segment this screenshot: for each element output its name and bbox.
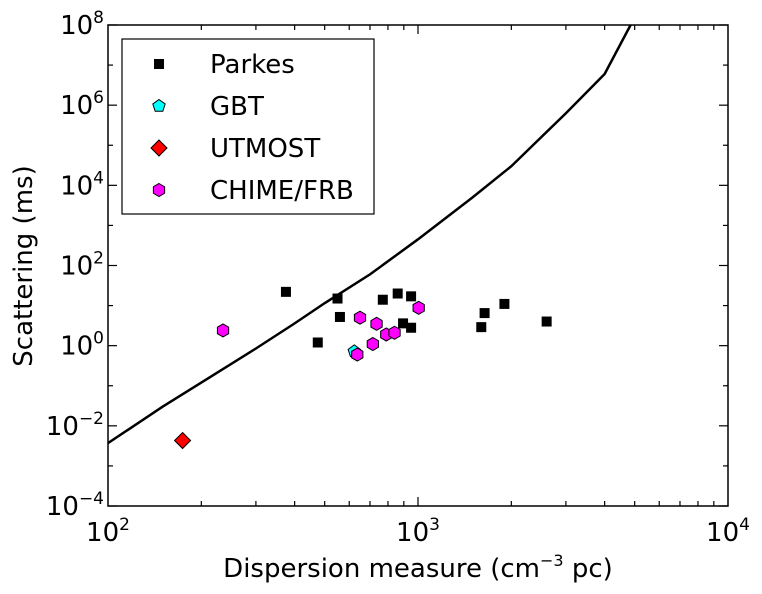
data-point-parkes xyxy=(499,298,510,309)
data-point-parkes xyxy=(392,288,403,299)
y-tick-base: 10 xyxy=(46,412,79,442)
y-tick-exponent: 6 xyxy=(93,88,104,108)
data-point-chime-frb xyxy=(370,316,383,331)
y-tick-exponent: −2 xyxy=(79,409,104,429)
data-point-parkes xyxy=(406,322,417,333)
y-tick-label: 100 xyxy=(60,329,104,362)
data-point-chime-frb xyxy=(216,323,230,338)
data-point-parkes xyxy=(541,316,552,327)
legend-markers xyxy=(150,59,168,198)
y-tick-label: 104 xyxy=(60,168,104,201)
data-point-parkes xyxy=(406,291,417,302)
data-point-chime-frb xyxy=(353,310,367,325)
y-tick-base: 10 xyxy=(60,91,93,121)
data-point-chime-frb xyxy=(366,336,379,352)
data-point-parkes xyxy=(479,308,490,319)
y-tick-label: 10−2 xyxy=(46,409,104,442)
y-tick-base: 10 xyxy=(60,252,93,282)
legend-marker-utmost xyxy=(150,139,168,157)
x-tick-base: 10 xyxy=(396,518,429,548)
data-point-parkes xyxy=(476,322,487,333)
y-tick-label: 10−4 xyxy=(46,489,104,522)
y-tick-base: 10 xyxy=(60,332,93,362)
y-tick-base: 10 xyxy=(46,492,79,522)
x-tick-label: 103 xyxy=(396,515,440,548)
y-tick-exponent: 8 xyxy=(93,8,104,28)
y-tick-base: 10 xyxy=(60,171,93,201)
y-tick-exponent: 4 xyxy=(93,168,104,188)
data-point-chime-frb xyxy=(351,347,364,362)
x-tick-exponent: 3 xyxy=(429,515,440,535)
data-point-chime-frb xyxy=(412,300,425,315)
y-tick-label: 106 xyxy=(60,88,104,121)
x-axis-label-exponent: −3 xyxy=(540,551,564,570)
data-points xyxy=(173,286,552,450)
legend-label-utmost: UTMOST xyxy=(210,134,320,164)
plot-frame xyxy=(107,24,729,507)
y-tick-label: 102 xyxy=(60,249,104,282)
legend: Parkes GBT UTMOST CHIME/FRB xyxy=(121,38,375,215)
legend-marker-gbt xyxy=(152,98,166,112)
x-axis-label: Dispersion measure (cm−3 pc) xyxy=(223,551,613,584)
data-point-parkes xyxy=(334,311,345,322)
y-tick-base: 10 xyxy=(60,11,93,41)
x-axis-label-main: Dispersion measure (cm xyxy=(223,554,540,584)
data-point-utmost xyxy=(173,431,192,450)
y-axis-label: Scattering (ms) xyxy=(9,165,39,366)
data-point-parkes xyxy=(280,286,291,297)
x-tick-label: 102 xyxy=(86,515,130,548)
legend-label-chime-frb: CHIME/FRB xyxy=(210,176,354,206)
x-axis-label-tail: pc) xyxy=(564,554,613,584)
data-point-parkes xyxy=(377,294,388,305)
data-point-parkes xyxy=(312,337,323,348)
scattering-curve xyxy=(108,25,632,445)
data-point-chime-frb xyxy=(388,325,401,340)
x-tick-base: 10 xyxy=(86,518,119,548)
y-tick-exponent: −4 xyxy=(79,489,104,509)
legend-marker-parkes xyxy=(154,59,164,69)
legend-label-gbt: GBT xyxy=(210,92,264,122)
y-tick-label: 108 xyxy=(60,8,104,41)
legend-marker-chime-frb xyxy=(152,182,166,198)
x-tick-labels: 102 103 104 xyxy=(86,515,750,548)
y-tick-exponent: 2 xyxy=(93,249,104,269)
y-tick-exponent: 0 xyxy=(93,329,104,349)
data-point-parkes xyxy=(332,293,343,304)
x-tick-exponent: 4 xyxy=(739,515,750,535)
x-tick-label: 104 xyxy=(706,515,750,548)
x-tick-base: 10 xyxy=(706,518,739,548)
x-tick-exponent: 2 xyxy=(119,515,130,535)
data-point-parkes xyxy=(398,318,409,329)
legend-label-parkes: Parkes xyxy=(210,50,295,80)
